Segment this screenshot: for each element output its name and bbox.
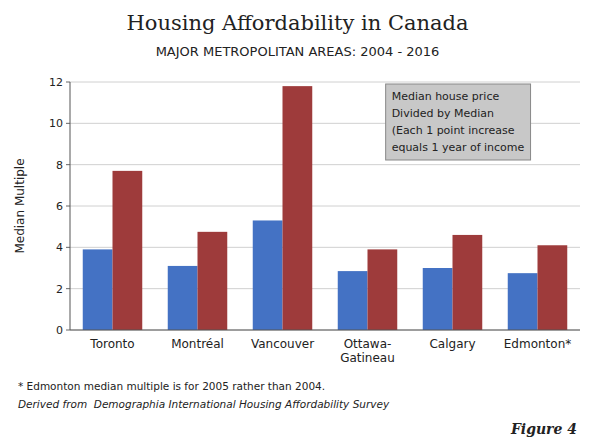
bar: [453, 235, 483, 330]
bar: [508, 273, 538, 330]
annotation: Median house priceDivided by Median(Each…: [386, 84, 531, 160]
grid-line: [70, 82, 580, 83]
bar: [113, 171, 143, 330]
x-axis: [70, 330, 580, 331]
x-tick-label: Toronto: [89, 337, 134, 351]
grid-line: [70, 288, 580, 289]
y-tick: [66, 288, 70, 289]
y-tick-label: 6: [56, 200, 63, 213]
x-tick-label: Edmonton*: [504, 337, 572, 351]
y-tick-label: 12: [49, 76, 63, 89]
bar: [368, 249, 398, 330]
y-tick: [66, 247, 70, 248]
bar: [253, 220, 283, 330]
y-tick: [66, 123, 70, 124]
annotation-box: [386, 84, 531, 160]
grid-line: [70, 330, 580, 331]
grid-line: [70, 206, 580, 207]
x-tick-label: Ottawa-Gatineau: [340, 337, 395, 365]
bar: [423, 268, 453, 330]
bar: [338, 271, 368, 330]
bar: [283, 86, 313, 330]
footnote: * Edmonton median multiple is for 2005 r…: [18, 380, 325, 392]
subtitle: MAJOR METROPOLITAN AREAS: 2004 - 2016: [156, 44, 440, 59]
y-tick-label: 0: [56, 324, 63, 337]
x-tick-label: Vancouver: [251, 337, 314, 351]
y-axis-label: Median Multiple: [13, 158, 27, 253]
y-tick-label: 4: [56, 241, 63, 254]
title: Housing Affordability in Canada: [126, 11, 468, 35]
x-tick-label: Montréal: [171, 337, 224, 351]
annotation-text: Median house priceDivided by Median(Each…: [392, 90, 525, 154]
footnote: Derived from Demographia International H…: [18, 398, 390, 410]
figure-label: Figure 4: [510, 421, 577, 437]
grid-line: [70, 164, 580, 165]
y-tick: [66, 164, 70, 165]
bar: [168, 266, 198, 330]
y-tick: [66, 330, 70, 331]
y-tick: [66, 82, 70, 83]
x-tick-label: Calgary: [429, 337, 475, 351]
bar: [198, 232, 228, 330]
y-tick-label: 2: [56, 283, 63, 296]
y-tick-label: 10: [49, 117, 63, 130]
grid: [70, 82, 580, 330]
y-axis: [70, 82, 71, 330]
y-tick: [66, 206, 70, 207]
y-tick-label: 8: [56, 159, 63, 172]
grid-line: [70, 247, 580, 248]
bar: [83, 249, 113, 330]
chart: Housing Affordability in Canada MAJOR MET…: [0, 0, 595, 446]
bar: [538, 245, 568, 330]
